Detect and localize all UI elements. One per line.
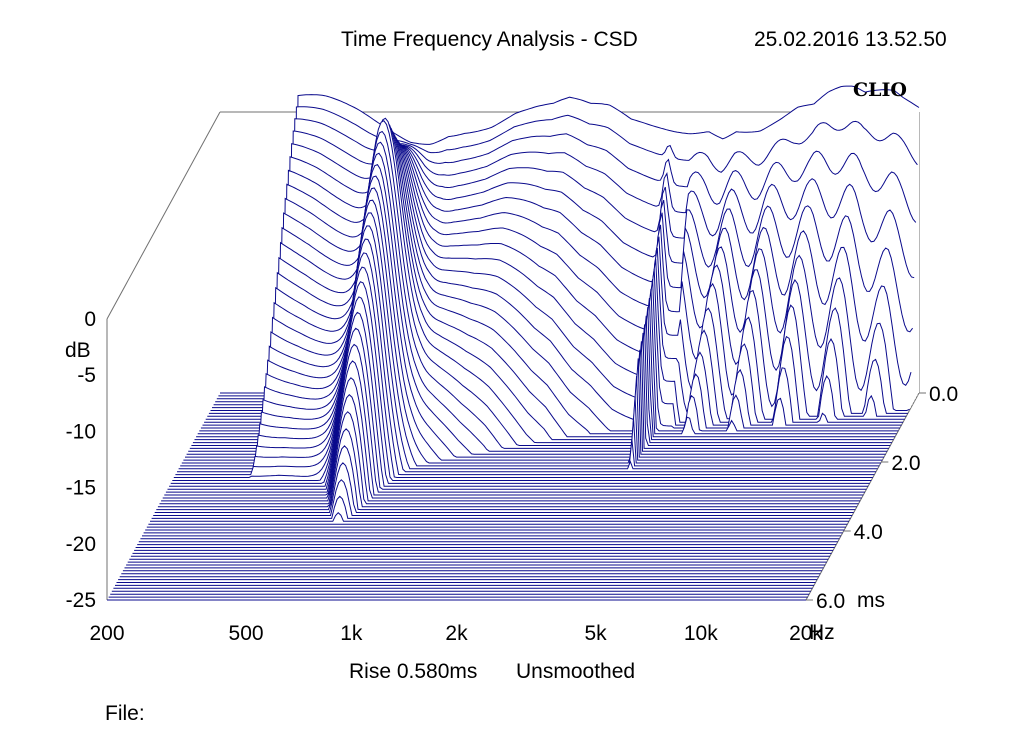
x-tick-label: 1k: [340, 622, 363, 645]
decay-slice: [202, 135, 902, 426]
decay-slice: [164, 360, 864, 496]
slice-fill: [150, 512, 849, 522]
clio-logo: CLIO: [853, 79, 907, 101]
z-tick-label: 2.0: [891, 452, 920, 475]
waterfall-slices: [107, 85, 920, 601]
x-tick-label: 500: [229, 622, 264, 645]
decay-slice: [216, 118, 917, 400]
decay-slice: [165, 343, 865, 493]
decay-slice: [159, 411, 859, 505]
decay-slice: [157, 428, 857, 508]
rise-label: Rise 0.580ms: [349, 660, 478, 683]
timestamp: 25.02.2016 13.52.50: [754, 28, 947, 51]
decay-slice: [181, 199, 881, 464]
decay-slice: [189, 141, 889, 449]
smoothing-label: Unsmoothed: [516, 660, 636, 683]
x-tick-label: 10k: [684, 622, 718, 645]
y-tick-label: -5: [77, 364, 96, 387]
decay-slice: [183, 187, 883, 461]
decay-slice: [212, 145, 912, 409]
z-tick-label: 4.0: [854, 521, 883, 544]
x-tick-label: 200: [89, 622, 124, 645]
decay-slice: [153, 479, 853, 516]
decay-slice: [205, 140, 905, 420]
decay-slice: [177, 238, 876, 473]
decay-slice: [173, 266, 873, 478]
decay-slice: [188, 152, 888, 452]
y-tick-label: -20: [66, 533, 96, 556]
y-tick-label: -10: [66, 420, 96, 443]
decay-slice: [215, 130, 915, 403]
decay-slice: [172, 281, 872, 481]
decay-slice: [197, 125, 897, 435]
decay-slice: [204, 137, 904, 423]
decay-slice: [180, 212, 880, 467]
x-tick-label: 20k: [789, 622, 823, 645]
decay-slice: [210, 144, 910, 411]
decay-slice: [151, 495, 851, 519]
decay-slice: [186, 163, 886, 455]
decay-slice: [200, 132, 900, 429]
decay-slice: [156, 445, 856, 511]
decay-slice: [207, 142, 907, 417]
decay-slice: [196, 121, 896, 438]
y-tick-label: -25: [66, 589, 96, 612]
decay-slice: [167, 327, 867, 490]
y-tick-label: -15: [66, 477, 96, 500]
chart-title: Time Frequency Analysis - CSD: [341, 28, 638, 51]
decay-slice: [162, 377, 862, 499]
x-tick-label: 5k: [584, 622, 607, 645]
z-tick-label: 6.0: [816, 590, 845, 613]
y-axis-label: dB: [65, 339, 91, 362]
decay-slice: [199, 128, 899, 432]
z-axis-unit: ms: [857, 589, 885, 612]
right-depth-line: [805, 392, 920, 601]
decay-slice: [185, 175, 884, 458]
x-axis-unit: Hz: [809, 621, 835, 644]
decay-slice: [213, 143, 913, 406]
left-depth-line: [106, 111, 221, 320]
decay-slice: [191, 130, 891, 446]
decay-slice: [170, 296, 870, 484]
decay-slice: [194, 117, 894, 441]
decay-slice: [208, 143, 908, 414]
decay-slice: [169, 311, 869, 487]
y-tick-label: 0: [84, 308, 96, 331]
z-tick-label: 0.0: [929, 383, 958, 406]
x-tick-label: 2k: [445, 622, 468, 645]
decay-slice: [220, 85, 920, 394]
decay-slice: [175, 252, 875, 476]
decay-slice: [218, 106, 918, 397]
axis-ticks: 0 -5 -10 -15 -20 -25 200 500 1k 2k 5k 10k 20k 0.0 2.0 4…: [66, 308, 959, 645]
file-label: File:: [105, 702, 145, 725]
decay-slice: [161, 393, 861, 502]
decay-slice: [192, 120, 892, 444]
decay-slice: [150, 511, 849, 522]
decay-slice: [154, 462, 854, 513]
decay-slice: [178, 225, 878, 470]
